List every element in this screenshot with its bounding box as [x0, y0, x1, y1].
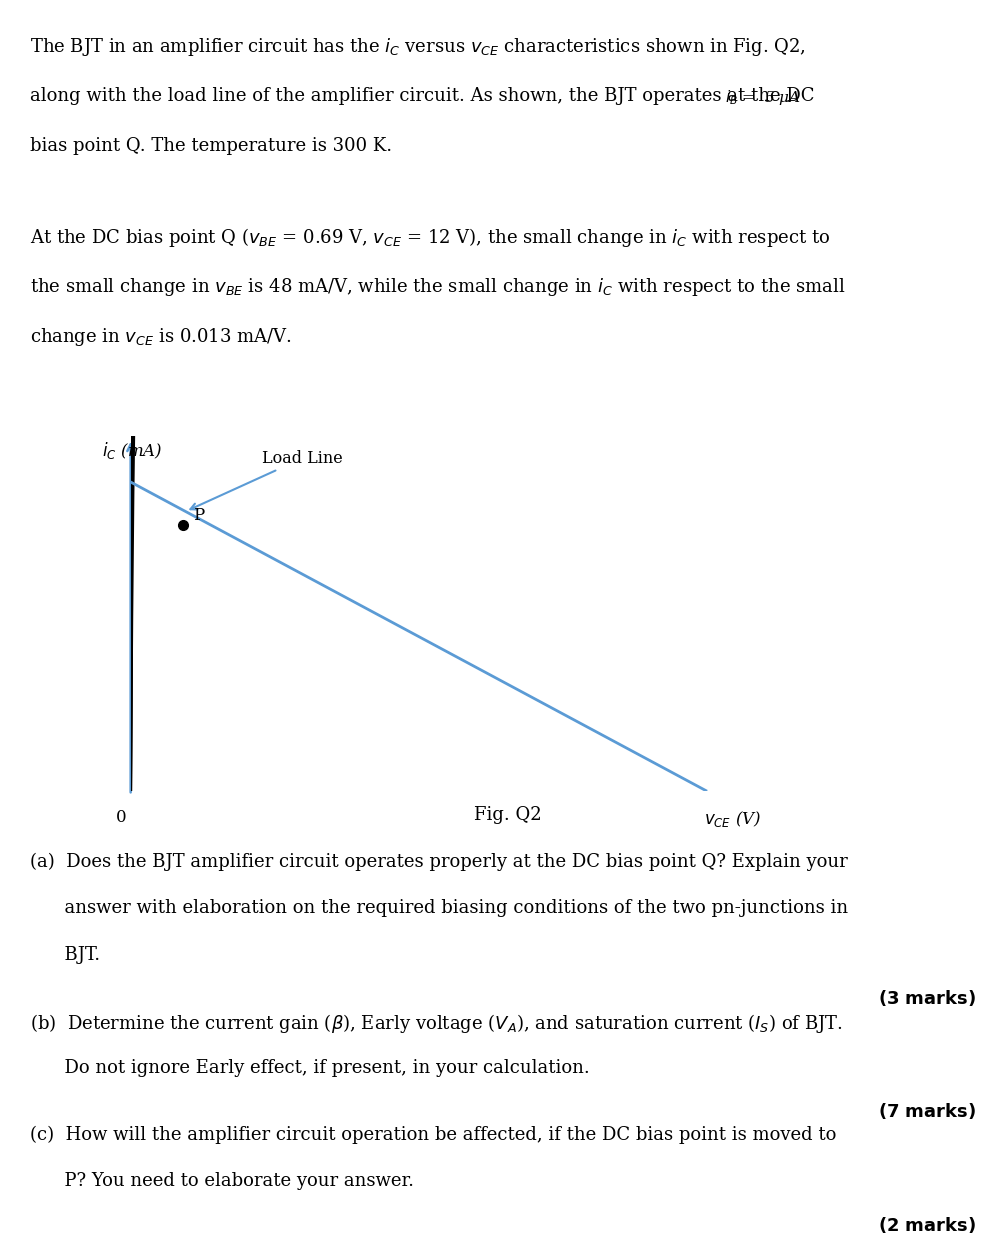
- Text: Fig. Q2: Fig. Q2: [473, 807, 542, 824]
- Text: The BJT in an amplifier circuit has the $i_C$ versus $v_{CE}$ characteristics sh: The BJT in an amplifier circuit has the …: [30, 36, 806, 59]
- Text: BJT.: BJT.: [30, 946, 100, 964]
- Text: At the DC bias point Q ($v_{BE}$ = 0.69 V, $v_{CE}$ = 12 V), the small change in: At the DC bias point Q ($v_{BE}$ = 0.69 …: [30, 225, 830, 249]
- Text: bias point Q. The temperature is 300 K.: bias point Q. The temperature is 300 K.: [30, 137, 392, 154]
- Text: P: P: [193, 507, 204, 524]
- Text: $\mathbf{(7\ marks)}$: $\mathbf{(7\ marks)}$: [877, 1102, 975, 1122]
- Text: P? You need to elaborate your answer.: P? You need to elaborate your answer.: [30, 1173, 414, 1190]
- Text: (b)  Determine the current gain ($\beta$), Early voltage ($V_A$), and saturation: (b) Determine the current gain ($\beta$)…: [30, 1012, 843, 1036]
- Text: Do not ignore Early effect, if present, in your calculation.: Do not ignore Early effect, if present, …: [30, 1058, 590, 1077]
- Text: $i_C$ (mA): $i_C$ (mA): [102, 441, 163, 462]
- Text: answer with elaboration on the required biasing conditions of the two pn-junctio: answer with elaboration on the required …: [30, 899, 848, 918]
- Text: $\mathbf{(3\ marks)}$: $\mathbf{(3\ marks)}$: [877, 989, 975, 1008]
- Text: 0: 0: [116, 809, 127, 827]
- Text: the small change in $v_{BE}$ is 48 mA/V, while the small change in $i_C$ with re: the small change in $v_{BE}$ is 48 mA/V,…: [30, 275, 846, 298]
- Text: $\mathbf{(2\ marks)}$: $\mathbf{(2\ marks)}$: [877, 1215, 975, 1235]
- Text: $i_B$ =  5 μA: $i_B$ = 5 μA: [725, 88, 801, 107]
- Text: change in $v_{CE}$ is 0.013 mA/V.: change in $v_{CE}$ is 0.013 mA/V.: [30, 326, 292, 347]
- Text: $v_{CE}$ (V): $v_{CE}$ (V): [704, 809, 761, 829]
- Text: (a)  Does the BJT amplifier circuit operates properly at the DC bias point Q? Ex: (a) Does the BJT amplifier circuit opera…: [30, 853, 848, 870]
- Text: along with the load line of the amplifier circuit. As shown, the BJT operates at: along with the load line of the amplifie…: [30, 87, 815, 105]
- Text: (c)  How will the amplifier circuit operation be affected, if the DC bias point : (c) How will the amplifier circuit opera…: [30, 1125, 836, 1144]
- Text: Load Line: Load Line: [190, 449, 344, 509]
